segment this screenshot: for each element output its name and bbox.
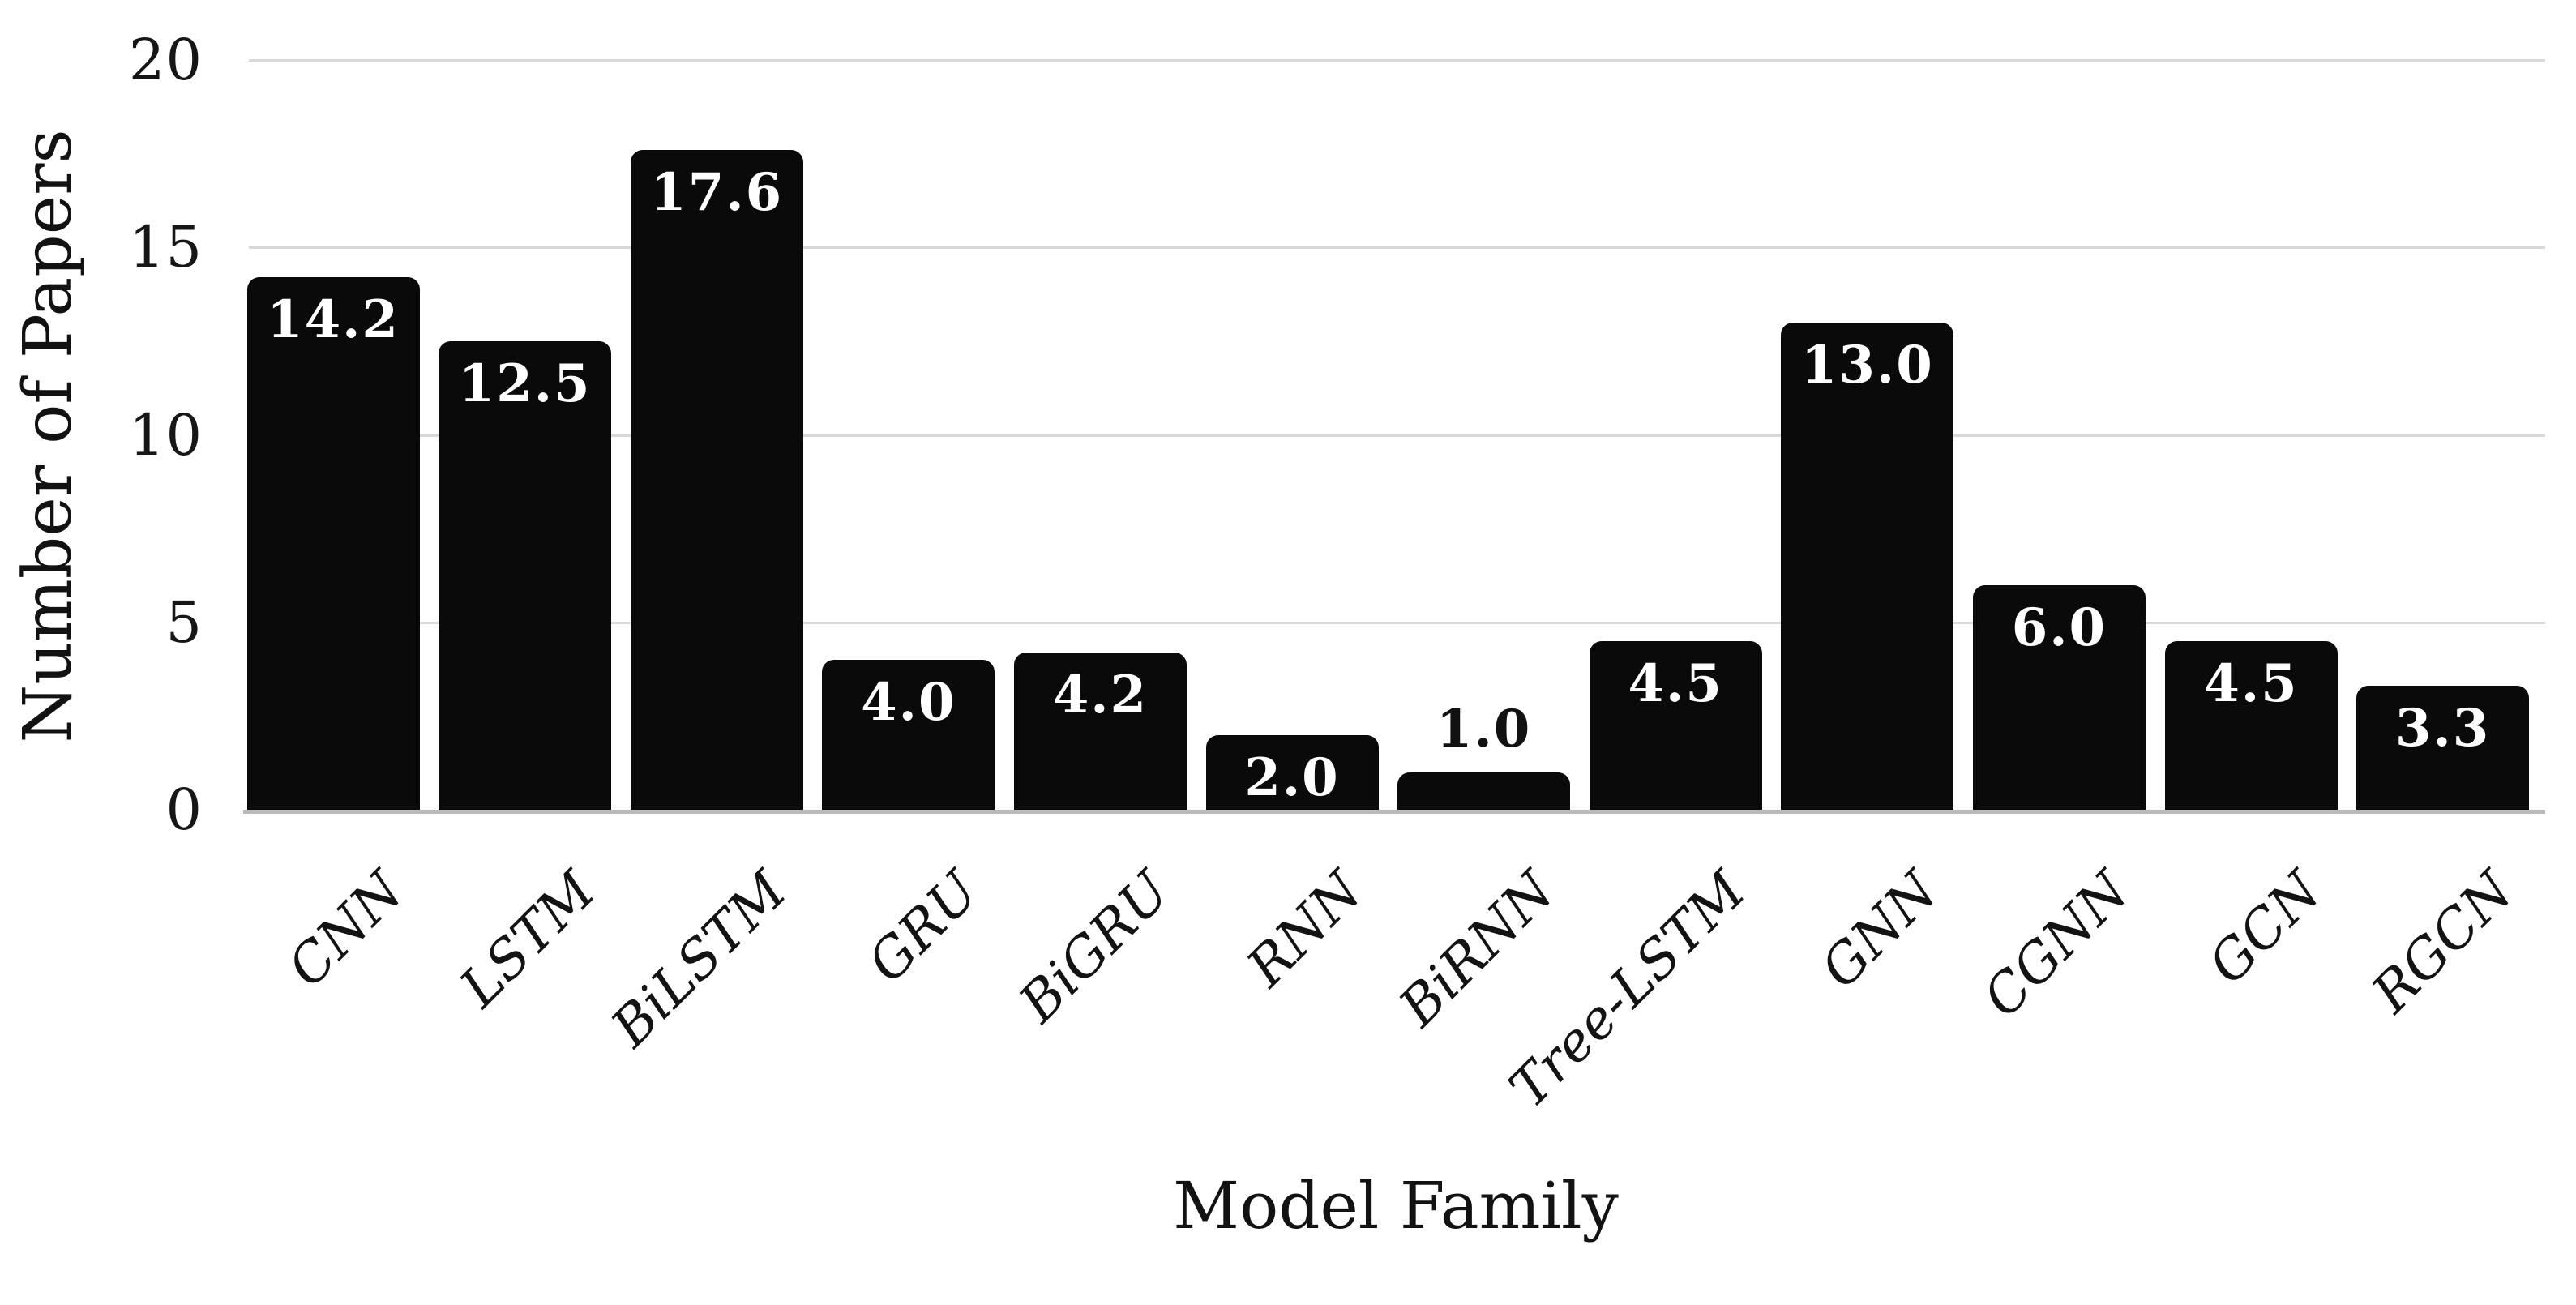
bar-BiLSTM	[630, 150, 803, 810]
bar-value-label: 1.0	[1436, 698, 1532, 759]
bar-value-label: 13.0	[1800, 334, 1934, 396]
bar-value-label: 4.0	[861, 672, 956, 733]
bar-LSTM	[439, 340, 612, 810]
bar-Tree-LSTM	[1589, 640, 1762, 810]
bar-GNN	[1781, 322, 1954, 810]
bar-chart-canvas: Number of Papers 0 5 10 15 20 14.2 12.5 17.6 4.…	[10, 27, 2545, 1243]
bar-value-label: 4.2	[1052, 664, 1149, 725]
bar-value-label: 14.2	[267, 289, 400, 351]
bar-CGNN	[1972, 584, 2146, 810]
bar-GCN	[2164, 640, 2338, 810]
bar-CNN	[246, 277, 420, 810]
y-gridline	[249, 434, 2545, 437]
bar-value-label: 3.3	[2394, 698, 2491, 759]
bar-value-label: 12.5	[458, 353, 592, 414]
bar-BiGRU	[1013, 652, 1187, 810]
y-gridline	[249, 621, 2545, 624]
y-gridline	[249, 246, 2545, 250]
y-tick-label: 15	[128, 214, 203, 281]
bar-RGCN	[2356, 686, 2530, 810]
bar-BiRNN	[1397, 772, 1571, 810]
y-tick-label: 0	[165, 777, 203, 843]
bar-value-label: 6.0	[2011, 597, 2107, 658]
bar-value-label: 2.0	[1244, 747, 1340, 808]
y-tick-label: 20	[128, 27, 203, 93]
y-gridline	[249, 59, 2545, 62]
x-axis-baseline	[243, 810, 2545, 814]
bar-RNN	[1205, 734, 1379, 810]
bar-value-label: 4.5	[2203, 652, 2299, 714]
x-axis-title: Model Family	[1173, 1168, 1619, 1243]
bar-value-label: 4.5	[1628, 652, 1723, 714]
bar-GRU	[822, 660, 995, 810]
bar-value-label: 17.6	[650, 162, 784, 223]
y-tick-label: 10	[128, 401, 203, 469]
y-tick-label: 5	[165, 588, 203, 656]
